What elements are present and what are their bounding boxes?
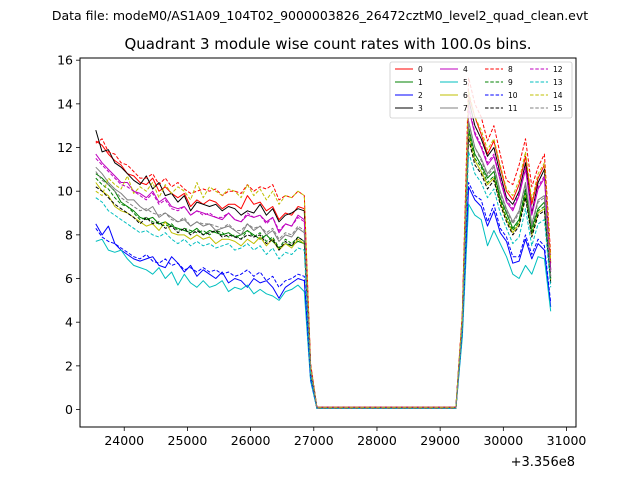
- series-line-10: [95, 182, 552, 409]
- x-tick-label: 27000: [294, 433, 334, 448]
- series-line-12: [95, 105, 552, 408]
- x-tick-label: 31000: [547, 433, 587, 448]
- series-line-13: [95, 151, 552, 409]
- y-tick-label: 12: [57, 140, 73, 155]
- x-tick-label: 25000: [168, 433, 208, 448]
- plot-area: 24000 25000 26000 27000 28000 29000 30000 31000…: [57, 53, 586, 470]
- legend-label-13: 13: [553, 78, 563, 87]
- legend-label-9: 9: [508, 78, 513, 87]
- y-tick-label: 10: [57, 184, 73, 199]
- x-axis: 24000 25000 26000 27000 28000 29000 30000 31000: [104, 427, 586, 448]
- chart-title: Quadrant 3 module wise count rates with …: [124, 35, 531, 53]
- series-line-6: [95, 133, 552, 409]
- x-tick-label: 24000: [104, 433, 144, 448]
- legend-label-10: 10: [508, 91, 518, 100]
- series-line-8: [95, 77, 552, 408]
- legend-label-7: 7: [463, 104, 468, 113]
- series-line-2: [95, 186, 552, 409]
- legend-label-0: 0: [418, 65, 423, 74]
- legend-label-11: 11: [508, 104, 518, 113]
- series-line-15: [95, 123, 552, 409]
- legend-box: [389, 61, 573, 119]
- x-offset-label: +3.356e8: [511, 455, 575, 470]
- series-line-3: [95, 99, 552, 408]
- legend-label-4: 4: [463, 65, 468, 74]
- y-tick-label: 6: [65, 271, 73, 286]
- y-tick-label: 14: [57, 96, 73, 111]
- y-tick-label: 2: [65, 358, 73, 373]
- x-tick-label: 26000: [231, 433, 271, 448]
- legend-label-12: 12: [553, 65, 563, 74]
- series-line-5: [95, 203, 552, 409]
- axes-frame: [79, 57, 577, 428]
- x-tick-label: 29000: [420, 433, 460, 448]
- legend-label-5: 5: [463, 78, 468, 87]
- series-layer: [95, 77, 552, 409]
- series-line-9: [95, 131, 552, 409]
- legend-label-1: 1: [418, 78, 423, 87]
- suptitle: Data file: modeM0/AS1A09_104T02_90000038…: [52, 8, 588, 23]
- legend-label-3: 3: [418, 104, 423, 113]
- series-line-11: [95, 138, 552, 409]
- x-tick-label: 28000: [357, 433, 397, 448]
- legend-label-2: 2: [418, 91, 423, 100]
- y-axis: 0 2 4 6 8 10 12 14 16: [57, 53, 80, 417]
- legend-label-6: 6: [463, 91, 468, 100]
- axes-background: [80, 58, 576, 427]
- series-line-7: [95, 120, 552, 409]
- series-line-1: [95, 127, 552, 409]
- x-tick-label: 30000: [483, 433, 523, 448]
- series-line-14: [95, 90, 552, 408]
- legend-label-14: 14: [553, 91, 563, 100]
- y-tick-label: 8: [65, 227, 73, 242]
- y-tick-label: 0: [65, 402, 73, 417]
- y-tick-label: 4: [65, 315, 73, 330]
- y-tick-label: 16: [57, 53, 73, 68]
- legend-label-15: 15: [553, 104, 563, 113]
- legend-label-8: 8: [508, 65, 513, 74]
